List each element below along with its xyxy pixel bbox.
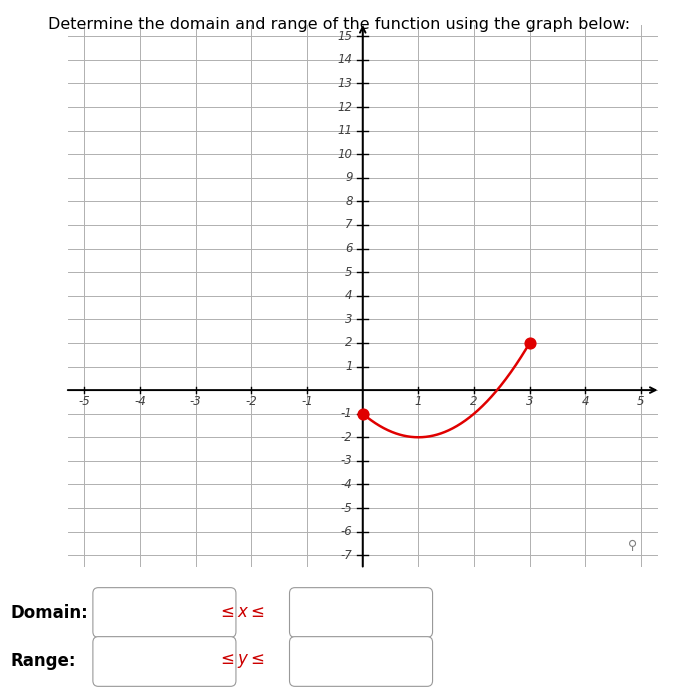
Text: 15: 15 <box>338 30 353 43</box>
Text: 5: 5 <box>345 266 353 279</box>
Text: -1: -1 <box>341 407 353 420</box>
Text: 6: 6 <box>345 242 353 255</box>
Text: -2: -2 <box>341 430 353 444</box>
Point <box>357 408 368 419</box>
Text: -4: -4 <box>341 478 353 491</box>
Text: -3: -3 <box>190 395 201 408</box>
Text: 7: 7 <box>345 218 353 232</box>
Text: 12: 12 <box>338 101 353 113</box>
Text: 2: 2 <box>345 337 353 349</box>
Text: -3: -3 <box>341 454 353 468</box>
Point <box>524 337 535 349</box>
Text: 14: 14 <box>338 53 353 66</box>
Text: Domain:: Domain: <box>10 603 88 622</box>
Text: Determine the domain and range of the function using the graph below:: Determine the domain and range of the fu… <box>48 18 630 32</box>
Text: -1: -1 <box>301 395 313 408</box>
Text: 5: 5 <box>637 395 645 408</box>
Text: 11: 11 <box>338 124 353 137</box>
Text: 1: 1 <box>345 360 353 373</box>
Text: 4: 4 <box>582 395 589 408</box>
Text: 2: 2 <box>471 395 478 408</box>
Text: -4: -4 <box>134 395 146 408</box>
Text: 13: 13 <box>338 77 353 90</box>
Text: 3: 3 <box>526 395 534 408</box>
Text: -7: -7 <box>341 549 353 561</box>
Text: -5: -5 <box>341 501 353 514</box>
Text: ⚲: ⚲ <box>628 539 637 552</box>
Text: $\leq y \leq$: $\leq y \leq$ <box>217 652 264 671</box>
Text: 10: 10 <box>338 148 353 161</box>
Text: 8: 8 <box>345 195 353 208</box>
Text: 9: 9 <box>345 172 353 184</box>
Text: -2: -2 <box>245 395 258 408</box>
Text: 3: 3 <box>345 313 353 326</box>
Text: Range:: Range: <box>10 652 76 671</box>
Text: 4: 4 <box>345 289 353 302</box>
Text: -5: -5 <box>79 395 90 408</box>
Text: -6: -6 <box>341 525 353 538</box>
Text: 1: 1 <box>415 395 422 408</box>
Text: $\leq x \leq$: $\leq x \leq$ <box>217 604 264 621</box>
